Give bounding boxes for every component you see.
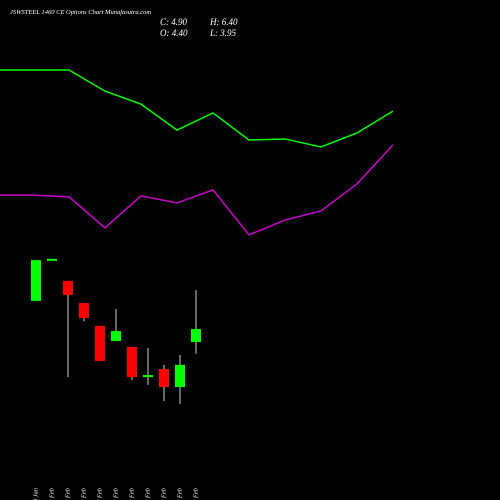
- x-tick-label: 12 Feb: [48, 487, 55, 500]
- candle-body: [95, 325, 105, 361]
- candle-body: [127, 346, 137, 378]
- line-series: [0, 69, 394, 148]
- line-series: [0, 144, 394, 236]
- chart-title: JSWSTEEL 1460 CE Options Chart Munafasut…: [10, 9, 151, 16]
- close-label: C: 4.90: [160, 17, 188, 27]
- candle-body: [191, 329, 201, 342]
- x-tick-label: 25 Feb: [192, 487, 199, 500]
- candle-body: [63, 280, 73, 295]
- candle-body: [111, 331, 121, 341]
- low-label: L: 3.95: [209, 28, 237, 38]
- candle-body: [79, 303, 89, 319]
- candle-body: [31, 260, 41, 301]
- open-label: O: 4.40: [160, 28, 188, 38]
- candle-body: [47, 258, 57, 261]
- x-tick-label: 24 Feb: [176, 487, 183, 500]
- x-tick-label: 20 Feb: [144, 487, 151, 500]
- x-tick-label: 14 Feb: [80, 487, 87, 500]
- x-tick-label: 13 Feb: [64, 487, 71, 500]
- x-tick-label: 17 Feb: [96, 487, 103, 500]
- candle-body: [175, 364, 185, 387]
- high-label: H: 6.40: [209, 17, 238, 27]
- x-tick-label: 18 Feb: [112, 487, 119, 500]
- x-tick-label: 19 Feb: [128, 487, 135, 500]
- x-tick-label: 30 Jan: [32, 488, 39, 500]
- x-tick-label: 21 Feb: [160, 487, 167, 500]
- candle-body: [143, 375, 153, 378]
- candle-body: [159, 369, 169, 387]
